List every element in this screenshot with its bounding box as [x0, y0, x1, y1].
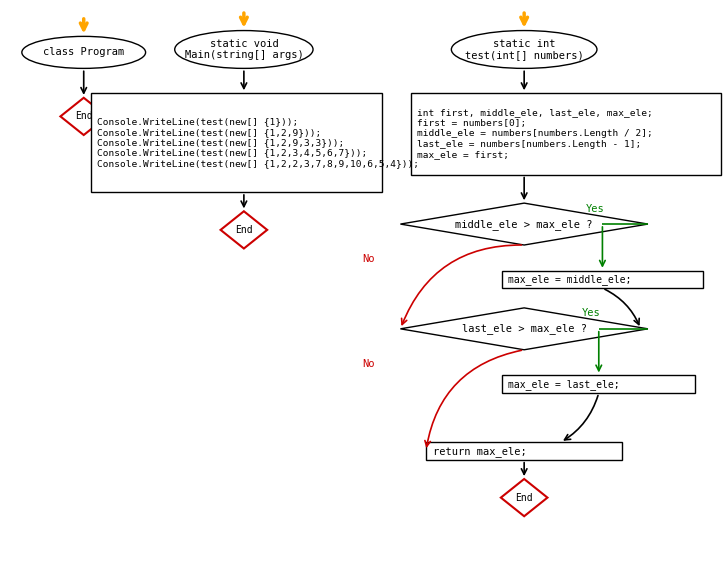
FancyBboxPatch shape	[426, 442, 622, 460]
Text: No: No	[363, 359, 375, 369]
Text: static void
Main(string[] args): static void Main(string[] args)	[184, 38, 304, 61]
Ellipse shape	[22, 36, 146, 69]
FancyArrowPatch shape	[605, 289, 639, 325]
Text: int first, middle_ele, last_ele, max_ele;
first = numbers[0];
middle_ele = numbe: int first, middle_ele, last_ele, max_ele…	[417, 109, 653, 159]
FancyArrowPatch shape	[402, 245, 521, 325]
Text: Yes: Yes	[582, 308, 601, 318]
Text: max_ele = middle_ele;: max_ele = middle_ele;	[508, 274, 631, 285]
Polygon shape	[501, 479, 547, 516]
FancyArrowPatch shape	[564, 396, 598, 440]
Polygon shape	[60, 98, 107, 135]
FancyBboxPatch shape	[411, 93, 721, 175]
Text: return max_ele;: return max_ele;	[433, 446, 527, 456]
Text: middle_ele > max_ele ?: middle_ele > max_ele ?	[456, 219, 593, 229]
Ellipse shape	[451, 31, 597, 69]
FancyBboxPatch shape	[502, 271, 703, 288]
Text: End: End	[515, 492, 533, 503]
Polygon shape	[400, 203, 648, 245]
FancyBboxPatch shape	[91, 93, 382, 192]
Text: last_ele > max_ele ?: last_ele > max_ele ?	[462, 324, 587, 334]
Text: class Program: class Program	[43, 47, 124, 58]
Text: End: End	[235, 225, 253, 235]
Text: End: End	[75, 111, 92, 122]
Ellipse shape	[175, 31, 313, 69]
FancyArrowPatch shape	[425, 350, 521, 446]
Polygon shape	[400, 308, 648, 350]
Text: No: No	[363, 254, 375, 264]
Text: Yes: Yes	[586, 204, 604, 214]
Polygon shape	[221, 211, 267, 249]
Text: static int
test(int[] numbers): static int test(int[] numbers)	[464, 38, 584, 61]
FancyBboxPatch shape	[502, 375, 695, 393]
Text: Console.WriteLine(test(new[] {1}));
Console.WriteLine(test(new[] {1,2,9}));
Cons: Console.WriteLine(test(new[] {1})); Cons…	[97, 118, 419, 168]
Text: max_ele = last_ele;: max_ele = last_ele;	[508, 379, 620, 389]
